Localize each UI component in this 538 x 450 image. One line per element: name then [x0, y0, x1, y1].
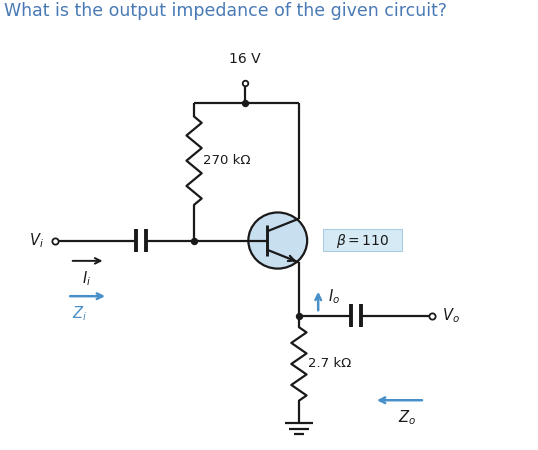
Text: $Z_i$: $Z_i$	[73, 304, 88, 323]
Text: $V_o$: $V_o$	[442, 306, 459, 325]
Text: 2.7 kΩ: 2.7 kΩ	[308, 357, 351, 370]
Bar	[323, 229, 402, 251]
Text: 270 kΩ: 270 kΩ	[203, 154, 251, 167]
Text: $I_i$: $I_i$	[82, 270, 91, 288]
Text: $V_i$: $V_i$	[29, 231, 44, 250]
Circle shape	[249, 212, 307, 269]
Text: What is the output impedance of the given circuit?: What is the output impedance of the give…	[4, 2, 447, 20]
Text: $Z_o$: $Z_o$	[398, 409, 416, 427]
Text: $I_o$: $I_o$	[328, 288, 341, 306]
Text: $\beta = 110$: $\beta = 110$	[336, 232, 390, 250]
Text: 16 V: 16 V	[229, 52, 260, 66]
